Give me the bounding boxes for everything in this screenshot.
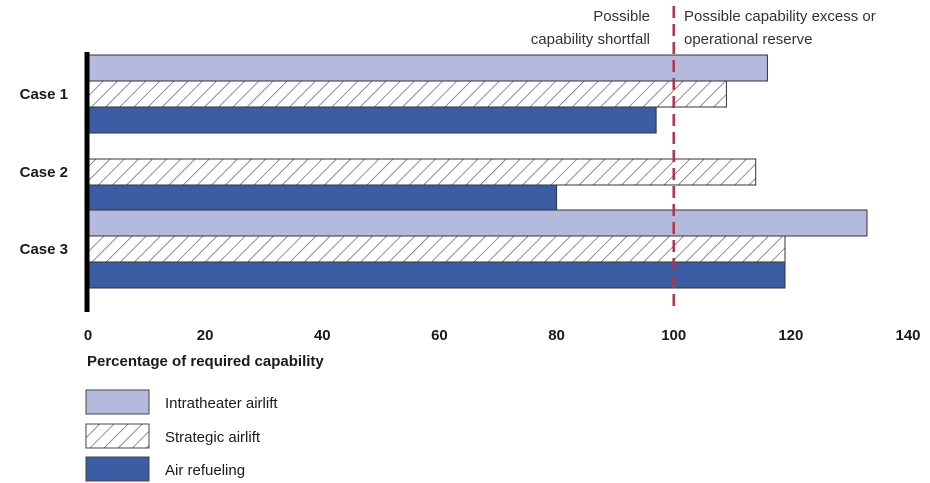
- x-tick-label-40: 40: [314, 327, 331, 344]
- bar-case-2-air-refueling: [87, 184, 558, 212]
- bar-case-3-air-refueling: [87, 261, 786, 289]
- bar-case-2-strategic-airlift: [87, 158, 757, 186]
- legend-label-air-refueling: Air refueling: [165, 462, 245, 479]
- annotation-left-line1: Possible: [593, 8, 650, 25]
- bar-case-1-intratheater-airlift: [87, 54, 768, 82]
- x-tick-label-20: 20: [197, 327, 214, 344]
- annotation-right-line1: Possible capability excess or: [684, 8, 876, 25]
- bar-case-1-strategic-airlift: [87, 80, 727, 108]
- bars-group: [87, 54, 868, 289]
- x-axis: 0 20 40 60 80 100 120 140: [84, 52, 921, 344]
- x-axis-title: Percentage of required capability: [87, 353, 324, 370]
- x-tick-label-60: 60: [431, 327, 448, 344]
- legend-swatch-air-refueling: [85, 456, 150, 482]
- legend-swatch-strategic-airlift: [85, 423, 150, 449]
- x-tick-label-80: 80: [548, 327, 565, 344]
- annotation-right-line2: operational reserve: [684, 31, 812, 48]
- x-tick-label-100: 100: [661, 327, 686, 344]
- category-label-case-2: Case 2: [20, 164, 68, 181]
- category-label-case-1: Case 1: [20, 86, 68, 103]
- annotation-left-line2: capability shortfall: [531, 31, 650, 48]
- bar-case-1-air-refueling: [87, 106, 657, 134]
- bar-case-3-intratheater-airlift: [87, 209, 868, 237]
- x-tick-label-120: 120: [778, 327, 803, 344]
- category-labels: Case 1 Case 2 Case 3: [20, 86, 68, 258]
- x-tick-label-0: 0: [84, 327, 92, 344]
- legend-label-intratheater-airlift: Intratheater airlift: [165, 395, 278, 412]
- legend: Intratheater airlift Strategic airlift A…: [85, 389, 278, 482]
- category-label-case-3: Case 3: [20, 241, 68, 258]
- bar-case-3-strategic-airlift: [87, 235, 786, 263]
- legend-label-strategic-airlift: Strategic airlift: [165, 429, 261, 446]
- x-tick-label-140: 140: [895, 327, 920, 344]
- legend-swatch-intratheater-airlift: [85, 389, 150, 415]
